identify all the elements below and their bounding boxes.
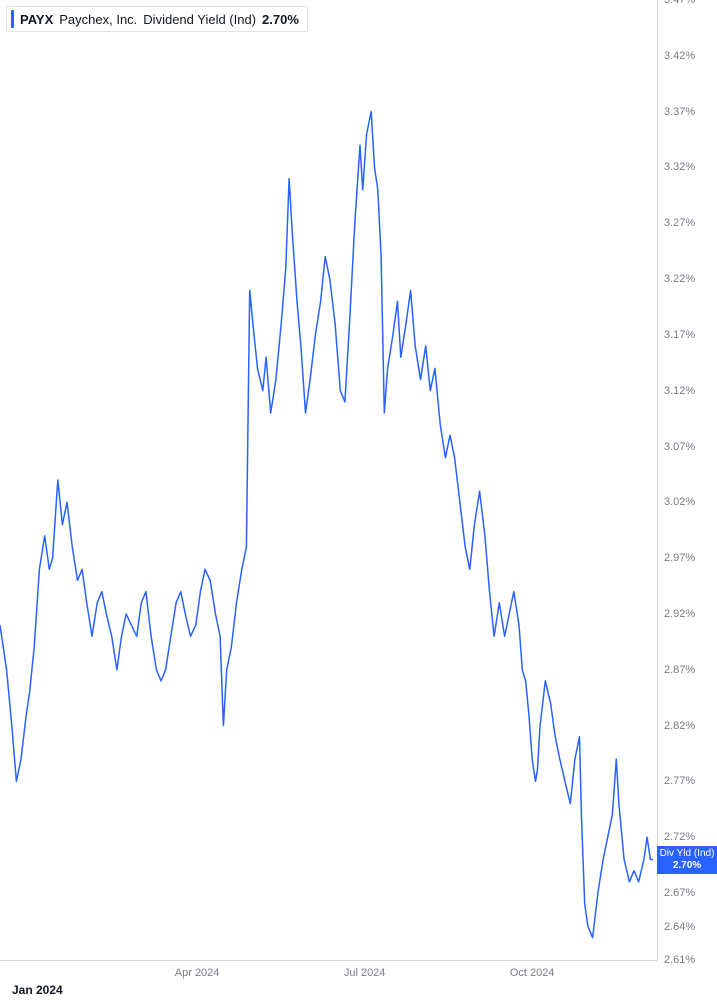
- chart-legend[interactable]: PAYX Paychex, Inc. Dividend Yield (Ind) …: [6, 6, 308, 32]
- y-tick-label: 3.37%: [664, 106, 695, 118]
- y-tick-label: 3.27%: [664, 217, 695, 229]
- y-tick-label: 3.17%: [664, 329, 695, 341]
- y-tick-label: 2.97%: [664, 552, 695, 564]
- y-tick-label: 3.02%: [664, 496, 695, 508]
- y-tick-label: 2.67%: [664, 887, 695, 899]
- y-tick-label: 3.42%: [664, 50, 695, 62]
- x-axis: Jan 2024 Apr 2024 Jul 2024 Oct 2024: [0, 960, 657, 1005]
- annotation-value: 2.70%: [657, 860, 717, 872]
- y-tick-label: 3.22%: [664, 273, 695, 285]
- y-tick-label: 3.12%: [664, 385, 695, 397]
- annotation-label: Div Yld (Ind): [657, 848, 717, 860]
- chart-plot-area[interactable]: [0, 0, 657, 960]
- y-tick-label: 2.72%: [664, 831, 695, 843]
- y-tick-label: 3.07%: [664, 441, 695, 453]
- legend-metric: Dividend Yield (Ind): [143, 12, 256, 27]
- y-tick-label: 2.87%: [664, 664, 695, 676]
- x-tick-label: Jul 2024: [344, 967, 386, 979]
- y-tick-label: 2.82%: [664, 720, 695, 732]
- legend-color-bar: [11, 10, 14, 28]
- y-tick-label: 3.32%: [664, 161, 695, 173]
- x-tick-label: Oct 2024: [510, 967, 555, 979]
- y-axis: 3.47% 3.42% 3.37% 3.32% 3.27% 3.22% 3.17% 3.12%…: [657, 0, 717, 960]
- y-tick-label: 3.47%: [664, 0, 695, 6]
- legend-ticker: PAYX: [20, 12, 53, 27]
- x-tick-label: Apr 2024: [175, 967, 220, 979]
- x-axis-year-label: Jan 2024: [12, 983, 63, 997]
- current-value-tag: Div Yld (Ind) 2.70%: [657, 846, 717, 874]
- y-tick-label: 2.77%: [664, 775, 695, 787]
- y-tick-label: 2.92%: [664, 608, 695, 620]
- legend-company-name: Paychex, Inc.: [59, 12, 137, 27]
- y-tick-label: 2.61%: [664, 954, 695, 966]
- legend-value: 2.70%: [262, 12, 299, 27]
- y-tick-label: 2.64%: [664, 921, 695, 933]
- line-series: [0, 0, 657, 960]
